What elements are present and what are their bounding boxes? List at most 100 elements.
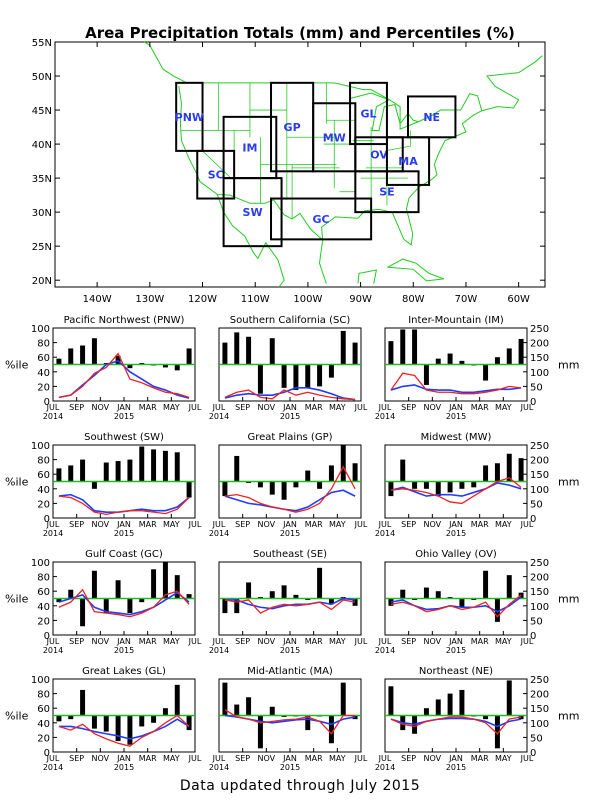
precip-bar — [423, 587, 429, 599]
precip-bar — [56, 468, 62, 482]
precip-bar — [56, 598, 62, 603]
precip-bar — [305, 470, 311, 482]
x-year-label: 2014 — [209, 412, 229, 421]
region-box-sw — [222, 177, 283, 248]
series-line-red — [224, 709, 356, 735]
x-tick-label: JAN — [448, 403, 463, 412]
x-tick-label: JUL — [212, 754, 226, 763]
x-tick-label: JAN — [282, 637, 297, 646]
yucatan-outline — [357, 269, 378, 284]
x-tick-label: MAY — [495, 520, 512, 529]
x-year-label: 2014 — [209, 529, 229, 538]
lat-tick-label: 30N — [32, 208, 52, 219]
x-tick-label: JUL — [212, 403, 226, 412]
y-tick-label: 40 — [37, 368, 50, 379]
x-tick-label: MAY — [329, 637, 346, 646]
precip-bar — [305, 715, 311, 731]
precip-bar — [162, 562, 168, 599]
series-line-blue — [58, 591, 190, 616]
precip-bar — [447, 693, 453, 716]
precip-bar — [162, 450, 168, 482]
precip-bar — [91, 715, 97, 729]
precip-bar — [162, 708, 168, 716]
x-year-label: 2015 — [280, 412, 300, 421]
right-axis-label: mm — [558, 710, 579, 723]
precip-bar — [269, 591, 275, 599]
x-tick-label: SEP — [69, 637, 84, 646]
x-tick-label: MAY — [163, 403, 180, 412]
x-tick-label: JUL — [46, 754, 60, 763]
precip-bar — [483, 570, 489, 599]
x-year-label: 2015 — [280, 763, 300, 772]
precip-bar — [388, 686, 394, 716]
x-tick-label: MAY — [163, 754, 180, 763]
precip-bar — [80, 459, 86, 482]
y-tick-label: 200 — [530, 690, 549, 701]
precip-bar — [234, 598, 240, 614]
y-tick-label: 20 — [37, 733, 50, 744]
precip-bar — [127, 598, 133, 614]
x-tick-label: MAY — [329, 403, 346, 412]
precip-bar — [234, 704, 240, 716]
x-year-label: 2015 — [446, 646, 466, 655]
precip-bar — [174, 452, 180, 482]
lon-tick-label: 80W — [402, 294, 425, 305]
y-tick-label: 40 — [37, 485, 50, 496]
x-year-label: 2014 — [43, 646, 63, 655]
x-tick-label: JUL — [46, 520, 60, 529]
cuba-outline — [387, 258, 445, 282]
x-tick-label: MAR — [139, 754, 157, 763]
lat-tick-label: 20N — [32, 276, 52, 287]
precip-bar — [56, 358, 62, 365]
y-tick-label: 0 — [44, 748, 50, 759]
precip-bar — [68, 348, 74, 365]
x-year-label: 2014 — [43, 763, 63, 772]
y-tick-label: 100 — [530, 602, 549, 613]
panel-title: Southwest (SW) — [84, 432, 164, 443]
panel-2: Inter-Mountain (IM) JUL SEP NOV JAN MAR MAY JUL… — [375, 315, 580, 421]
x-tick-label: MAR — [305, 403, 323, 412]
x-tick-label: MAY — [495, 754, 512, 763]
panel-9: Great Lakes (GL)JUL SEP NOV JAN MAR MAY JUL201… — [5, 666, 202, 772]
precip-bar — [80, 345, 86, 365]
y-tick-label: 60 — [37, 587, 50, 598]
x-year-label: 2014 — [43, 412, 63, 421]
precip-bar — [459, 481, 465, 489]
y-tick-label: 0 — [530, 514, 536, 525]
y-tick-label: 250 — [530, 324, 549, 335]
precip-bar — [435, 699, 441, 716]
x-tick-label: JUL — [46, 637, 60, 646]
x-tick-label: MAR — [471, 403, 489, 412]
precip-bar — [68, 715, 74, 720]
precip-bar — [494, 357, 500, 365]
lon-tick-label: 130W — [135, 294, 164, 305]
region-box-gl — [349, 81, 388, 146]
x-tick-label: MAY — [495, 637, 512, 646]
precip-bar — [340, 445, 346, 482]
precip-bar — [68, 589, 74, 599]
series-line-red — [224, 465, 356, 513]
y-tick-label: 50 — [530, 733, 543, 744]
panel-title: Great Plains (GP) — [247, 432, 332, 443]
precip-bar — [447, 353, 453, 365]
series-line-blue — [390, 482, 522, 497]
x-tick-label: JUL — [188, 520, 202, 529]
x-tick-label: JUL — [212, 520, 226, 529]
y-tick-label: 150 — [530, 470, 549, 481]
x-tick-label: JAN — [116, 637, 131, 646]
y-tick-label: 60 — [37, 353, 50, 364]
y-tick-label: 60 — [37, 704, 50, 715]
x-tick-label: JUL — [378, 520, 392, 529]
y-tick-label: 0 — [44, 397, 50, 408]
x-tick-label: JUL — [520, 637, 534, 646]
x-tick-label: MAR — [305, 754, 323, 763]
precip-bar — [518, 458, 524, 482]
precip-bar — [317, 364, 323, 387]
precip-bar — [186, 348, 192, 365]
mexico-gulf-outline — [318, 239, 327, 284]
y-tick-label: 150 — [530, 353, 549, 364]
precip-bar — [151, 715, 157, 723]
x-tick-label: SEP — [401, 520, 416, 529]
x-tick-label: MAR — [305, 520, 323, 529]
